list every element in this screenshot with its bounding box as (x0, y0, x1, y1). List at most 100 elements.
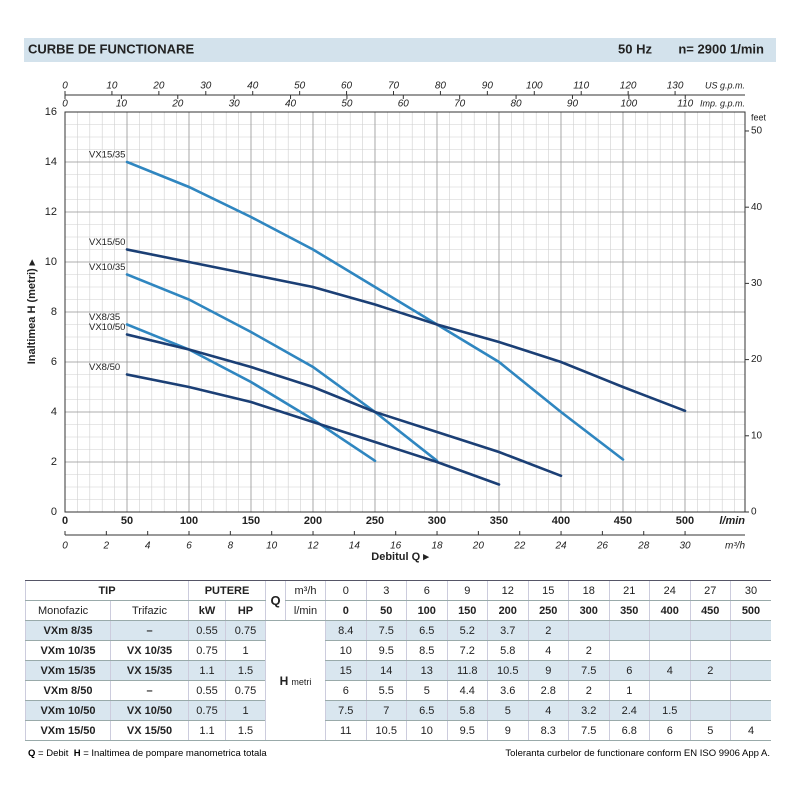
x3-tick-label: 110 (573, 81, 589, 92)
curve (125, 273, 439, 463)
header-cell: Q (265, 580, 286, 621)
footer-h-text: = Inaltimea de pompare manometrica total… (83, 748, 267, 759)
kw-cell: 1.1 (188, 660, 226, 681)
h-value-cell: 10 (325, 640, 366, 661)
x3-tick-label: 30 (200, 81, 212, 92)
h-value-cell: 9 (487, 720, 528, 741)
x2-tick-label: 22 (513, 541, 526, 552)
q-lmin-cell: 350 (608, 600, 650, 621)
header-freq: 50 Hz (618, 41, 652, 56)
q-m3h-cell: 0 (325, 580, 366, 601)
h-value-cell: 14 (365, 660, 407, 681)
h-value-cell: 5.5 (365, 680, 407, 701)
hp-cell: 1 (225, 700, 266, 721)
y-tick-label: 6 (51, 356, 57, 368)
q-lmin-cell: 300 (568, 600, 609, 621)
h-value-cell: 3.7 (487, 620, 528, 641)
h-value-cell: 5.2 (446, 620, 488, 641)
x3-tick-label: 90 (482, 81, 494, 92)
h-value-cell: 5 (689, 720, 731, 741)
h-value-cell: 6.5 (406, 620, 447, 641)
h-value-cell: 9.5 (446, 720, 488, 741)
x2-tick-label: 16 (390, 541, 402, 552)
x3-tick-label: 130 (667, 81, 684, 92)
empty-cell (649, 640, 690, 661)
h-value-cell: 4 (527, 640, 569, 661)
model-cell: – (110, 620, 189, 641)
x3-axis-label: US g.p.m. (705, 80, 745, 90)
model-cell: VXm 10/35 (25, 640, 111, 661)
h-value-cell: 2.8 (527, 680, 569, 701)
x2-tick-label: 4 (145, 541, 151, 552)
empty-cell (608, 640, 650, 661)
footer-q: Q (28, 748, 36, 759)
empty-cell (689, 640, 731, 661)
q-lmin-cell: 100 (406, 600, 447, 621)
h-unit-cell: H metri (265, 620, 326, 741)
q-m3h-cell: 21 (608, 580, 650, 601)
series-label: VX10/50 (89, 322, 125, 333)
x2-tick-label: 18 (431, 541, 443, 552)
y2-tick-label: 20 (751, 354, 763, 365)
h-unit: metri (291, 676, 312, 687)
q-lmin-cell: 250 (527, 600, 569, 621)
x-tick-label: 50 (121, 515, 133, 527)
x-tick-label: 250 (366, 515, 384, 527)
h-value-cell: 5 (406, 680, 447, 701)
empty-cell (730, 680, 771, 701)
model-cell: VXm 15/35 (25, 660, 111, 681)
curve (125, 160, 625, 461)
h-value-cell: 2 (527, 620, 569, 641)
curve (125, 248, 687, 413)
y-axis-title: Inaltimea H (metri) ▸ (26, 259, 38, 364)
x3-tick-label: 50 (294, 81, 306, 92)
model-cell: VX 10/50 (110, 700, 189, 721)
model-cell: VX 15/35 (110, 660, 189, 681)
h-value-cell: 4 (527, 700, 569, 721)
h-label: H (279, 673, 289, 688)
x3-tick-label: 100 (526, 81, 543, 92)
x3-tick-label: 40 (247, 81, 259, 92)
y-tick-label: 12 (45, 206, 57, 218)
x-axis-label: l/min (719, 515, 745, 527)
empty-cell (568, 620, 609, 641)
h-value-cell: 7.5 (568, 660, 609, 681)
empty-cell (730, 700, 771, 721)
header-cell: l/min (285, 600, 326, 621)
x-tick-label: 100 (180, 515, 198, 527)
model-cell: VX 15/50 (110, 720, 189, 741)
x3-tick-label: 20 (152, 81, 165, 92)
x3-tick-label: 60 (341, 81, 353, 92)
header-cell: Trifazic (110, 600, 189, 621)
series-label: VX10/35 (89, 262, 125, 273)
h-value-cell: 5 (487, 700, 528, 721)
header-cell: m³/h (285, 580, 326, 601)
x2-tick-label: 8 (228, 541, 234, 552)
q-lmin-cell: 400 (649, 600, 690, 621)
model-cell: VXm 8/35 (25, 620, 111, 641)
h-value-cell: 7.5 (568, 720, 609, 741)
plot-frame (64, 111, 746, 513)
footer-note: Toleranta curbelor de functionare confor… (505, 748, 770, 759)
header-title: CURBE DE FUNCTIONARE (28, 41, 194, 56)
x2-tick-label: 2 (103, 541, 110, 552)
hp-cell: 0.75 (225, 620, 266, 641)
footer-left: Q = Debit H = Inaltimea de pompare manom… (28, 748, 267, 759)
h-value-cell: 9 (527, 660, 569, 681)
h-value-cell: 4 (649, 660, 690, 681)
q-lmin-cell: 450 (689, 600, 731, 621)
x4-tick-label: 40 (285, 99, 297, 110)
x2-tick-label: 14 (349, 541, 361, 552)
hp-cell: 1.5 (225, 720, 266, 741)
q-m3h-cell: 3 (365, 580, 407, 601)
x-tick-label: 350 (490, 515, 508, 527)
table-row: VXm 15/35 VX 15/35 1.1 1.5 15 14 13 11.8 10.5 9 7.… (25, 660, 771, 681)
x4-tick-label: 80 (511, 99, 523, 110)
h-value-cell: 15 (325, 660, 366, 681)
x3-tick-label: 80 (435, 81, 447, 92)
x-tick-label: 400 (552, 515, 570, 527)
h-value-cell: 2.4 (608, 700, 650, 721)
